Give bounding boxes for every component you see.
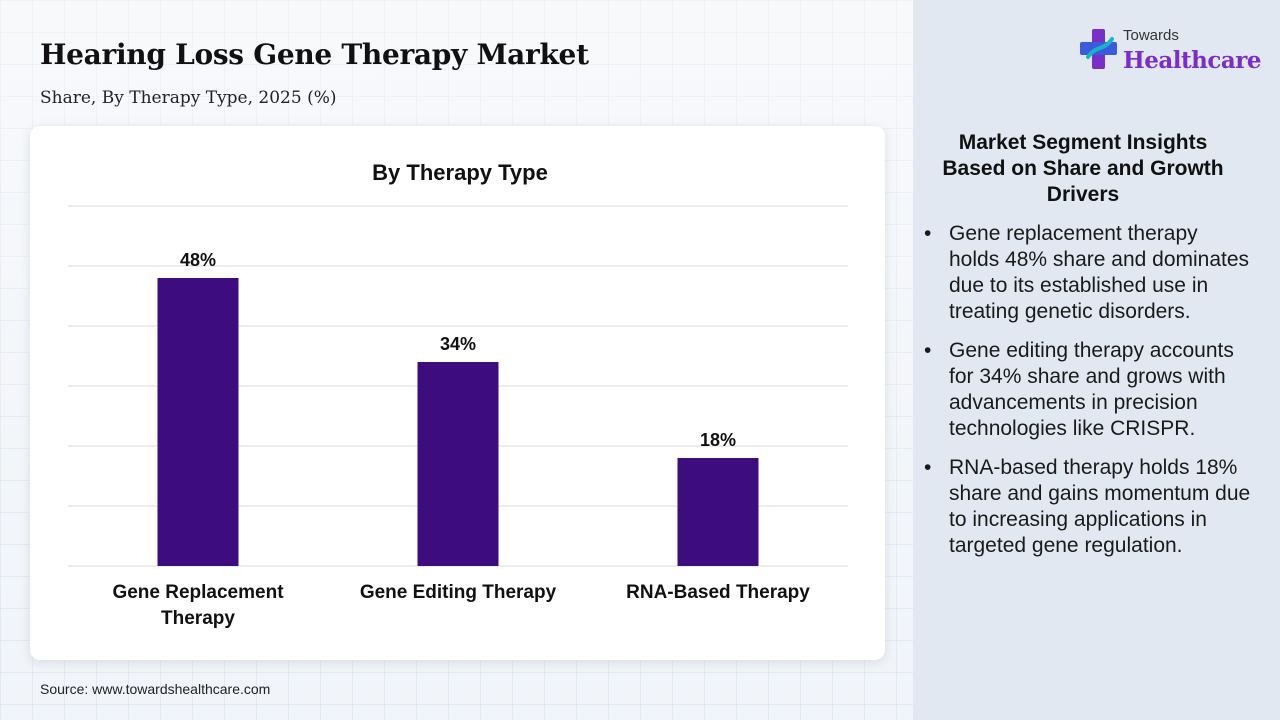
insights-title: Market Segment Insights Based on Share a…	[942, 131, 1224, 206]
bar-chart: By Therapy Type 48% Gene Replacement Therap…	[68, 160, 848, 629]
insights-list: • Gene replacement therapy holds 48% sha…	[922, 221, 1252, 572]
brand-logo: Towards Healthcare	[1078, 27, 1262, 79]
insight-text: Gene editing therapy accounts for 34% sh…	[949, 339, 1234, 440]
source-note: Source: www.towardshealthcare.com	[40, 681, 271, 697]
category-label: Therapy	[161, 608, 235, 629]
category-label: Gene Replacement	[112, 582, 284, 603]
logo-cross-icon	[1080, 29, 1117, 69]
chart-title: By Therapy Type	[372, 160, 548, 185]
logo-text-towards: Towards	[1123, 27, 1179, 44]
category-label: Gene Editing Therapy	[360, 582, 557, 603]
chart-card: By Therapy Type 48% Gene Replacement Therap…	[30, 126, 885, 660]
insight-item: • Gene editing therapy accounts for 34% …	[922, 338, 1252, 442]
data-label: 18%	[700, 430, 736, 450]
insight-item: • RNA-based therapy holds 18% share and …	[922, 455, 1252, 559]
bar	[417, 362, 499, 566]
category-label: RNA-Based Therapy	[626, 582, 810, 603]
insight-item: • Gene replacement therapy holds 48% sha…	[922, 221, 1252, 325]
bar	[157, 278, 239, 566]
logo-text-healthcare: Healthcare	[1123, 47, 1262, 74]
data-label: 48%	[180, 250, 216, 270]
insight-text: Gene replacement therapy holds 48% share…	[949, 222, 1250, 323]
insight-text: RNA-based therapy holds 18% share and ga…	[949, 456, 1251, 557]
bar	[677, 458, 759, 566]
page-title: Hearing Loss Gene Therapy Market	[40, 38, 589, 71]
bullet-dot-icon: •	[924, 456, 932, 479]
insights-panel	[913, 0, 1280, 720]
data-label: 34%	[440, 334, 476, 354]
bullet-dot-icon: •	[924, 339, 932, 362]
bullet-dot-icon: •	[924, 222, 932, 245]
page-subtitle: Share, By Therapy Type, 2025 (%)	[40, 88, 337, 108]
